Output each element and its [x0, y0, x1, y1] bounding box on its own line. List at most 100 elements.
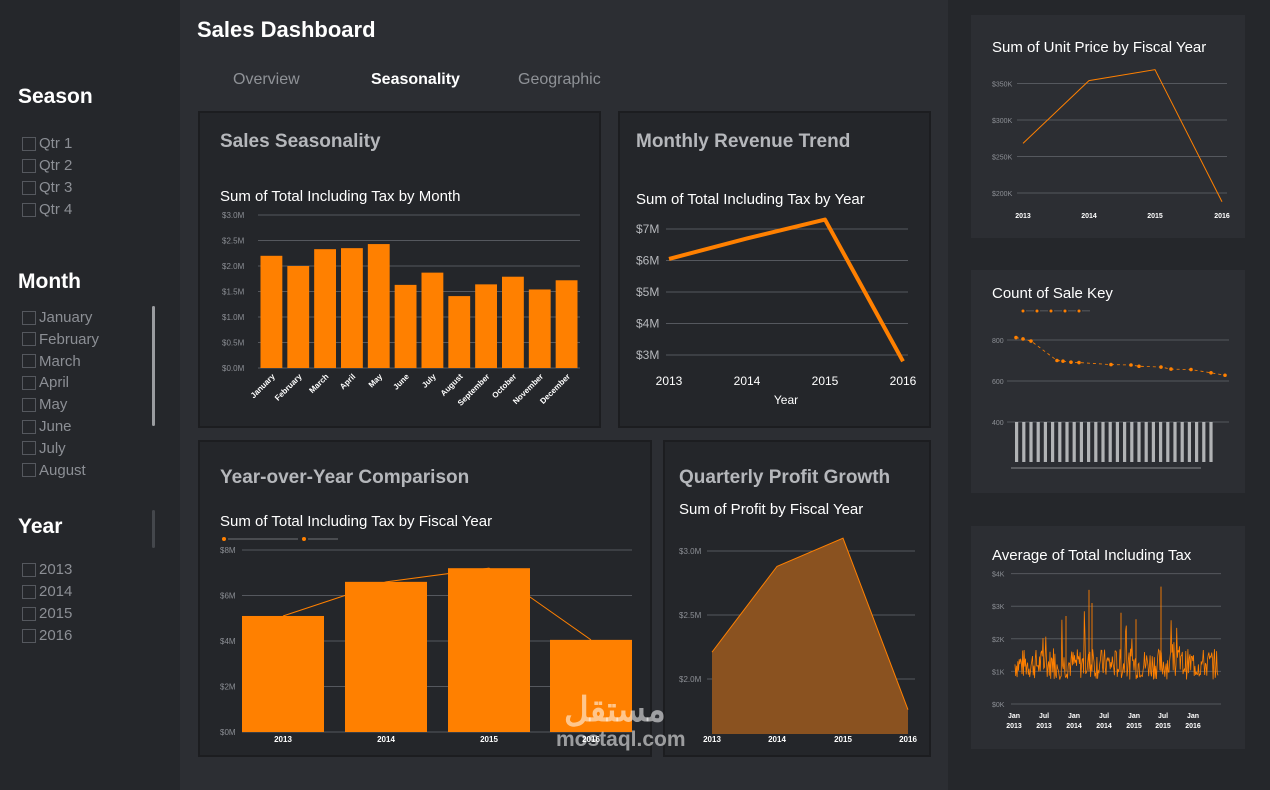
- x-tick-label-compressed: [1187, 422, 1191, 462]
- checkbox[interactable]: [22, 180, 36, 195]
- slicer-item-year[interactable]: 2016: [22, 627, 72, 644]
- slicer-item-month[interactable]: May: [22, 396, 67, 413]
- slicer-item-month[interactable]: August: [22, 462, 86, 479]
- data-point: [1077, 360, 1081, 365]
- slicer-item-month[interactable]: January: [22, 309, 92, 326]
- tab-seasonality[interactable]: Seasonality: [371, 71, 460, 88]
- series-line: [1022, 69, 1223, 202]
- seasonality-bar-chart[interactable]: $0.0M$0.5M$1.0M$1.5M$2.0M$2.5M$3.0MJanua…: [200, 113, 599, 426]
- checkbox[interactable]: [22, 136, 36, 151]
- slicer-item-season[interactable]: Qtr 1: [22, 135, 72, 152]
- checkbox[interactable]: [22, 562, 36, 577]
- checkbox[interactable]: [22, 606, 36, 621]
- y-tick-label: $2M: [220, 683, 236, 692]
- year-scrollbar[interactable]: [152, 510, 155, 548]
- yoy-bar-chart[interactable]: $0M $2M $4M $6M $8M 2013 2014 2015 2016: [200, 442, 650, 755]
- year-slicer-title: Year: [18, 515, 63, 538]
- checkbox[interactable]: [22, 158, 36, 173]
- checkbox[interactable]: [22, 463, 36, 478]
- y-tick-label: 600: [992, 379, 1004, 386]
- bar: [555, 280, 578, 368]
- slicer-item-year[interactable]: 2014: [22, 583, 72, 600]
- slicer-item-label: Qtr 2: [39, 157, 73, 174]
- slicer-item-season[interactable]: Qtr 2: [22, 157, 72, 174]
- chart-title: Sum of Unit Price by Fiscal Year: [992, 39, 1207, 56]
- checkbox[interactable]: [22, 441, 36, 456]
- x-tick-label: 2016: [1214, 213, 1230, 220]
- month-scrollbar[interactable]: [152, 306, 155, 426]
- data-point: [1029, 339, 1033, 343]
- slicer-item-month[interactable]: July: [22, 440, 66, 457]
- checkbox[interactable]: [22, 397, 36, 412]
- tab-geographic[interactable]: Geographic: [518, 71, 601, 88]
- y-tick-label: $2.5M: [679, 611, 702, 620]
- x-tick-label-compressed: [1029, 422, 1033, 462]
- slicer-item-label: July: [39, 439, 66, 457]
- monthly-line-chart[interactable]: $3M $4M $5M $6M $7M 2013 2014 2015 2016 Year: [620, 113, 929, 426]
- x-tick-label-compressed: [1108, 422, 1112, 462]
- count-sale-chart[interactable]: 400 600 800: [971, 270, 1245, 493]
- tab-overview[interactable]: Overview: [233, 71, 300, 88]
- x-tick-label: April: [338, 372, 357, 391]
- checkbox[interactable]: [22, 584, 36, 599]
- avg-total-line-chart[interactable]: $0K $1K $2K $3K $4K Jan 2013 Jul 2013 Jan 2014 Jul 2…: [971, 526, 1245, 749]
- chart-title: Sum of Total Including Tax by Year: [636, 191, 865, 208]
- x-tick-label-compressed: [1151, 422, 1155, 462]
- slicer-item-year[interactable]: 2013: [22, 561, 72, 578]
- quarterly-area-chart[interactable]: $3.0M $2.5M $2.0M 2013 2014 2015 2016: [665, 442, 929, 755]
- slicer-item-month[interactable]: February: [22, 331, 99, 348]
- slicer-item-label: February: [39, 330, 100, 348]
- checkbox[interactable]: [22, 375, 36, 390]
- legend-text-placeholder: [1026, 310, 1034, 312]
- bar: [345, 581, 427, 732]
- x-tick-label: 2013: [274, 735, 292, 744]
- slicer-item-season[interactable]: Qtr 3: [22, 179, 72, 196]
- slicer-item-season[interactable]: Qtr 4: [22, 201, 72, 218]
- panel-title: Sales Seasonality: [220, 131, 381, 152]
- data-point: [1137, 364, 1141, 369]
- panel-title: Year-over-Year Comparison: [220, 467, 470, 488]
- y-tick-label: 400: [992, 420, 1004, 427]
- y-tick-label: $4M: [220, 637, 236, 646]
- legend-text-placeholder: [1054, 310, 1062, 312]
- slicer-item-label: April: [39, 374, 70, 392]
- checkbox[interactable]: [22, 628, 36, 643]
- x-tick-label: 2015: [480, 735, 498, 744]
- y-tick-label: $6M: [220, 592, 236, 601]
- monthly-revenue-panel: Monthly Revenue Trend Sum of Total Inclu…: [618, 111, 931, 428]
- x-tick-label: 2014: [768, 735, 786, 744]
- slicer-item-label: Qtr 4: [39, 201, 73, 218]
- x-tick-label-compressed: [1115, 422, 1119, 462]
- y-tick-label: $1.0M: [222, 313, 245, 322]
- x-tick-label: 2016: [899, 735, 917, 744]
- x-tick-label: August: [439, 372, 465, 398]
- bar: [421, 272, 444, 368]
- checkbox[interactable]: [22, 332, 36, 347]
- y-tick-label: $300K: [992, 118, 1013, 125]
- legend-marker: [1021, 309, 1025, 313]
- checkbox[interactable]: [22, 354, 36, 369]
- slicer-item-month[interactable]: June: [22, 418, 72, 435]
- x-tick-label-compressed: [1173, 422, 1177, 462]
- slicer-item-month[interactable]: March: [22, 353, 81, 370]
- legend-marker: [1049, 309, 1053, 313]
- x-tick-label: 2013: [703, 735, 721, 744]
- slicer-item-year[interactable]: 2015: [22, 605, 72, 622]
- checkbox[interactable]: [22, 202, 36, 217]
- slicer-item-label: May: [39, 396, 68, 414]
- x-tick-label: 2015: [1126, 723, 1142, 730]
- legend-marker: [1063, 309, 1067, 313]
- x-tick-label: 2013: [656, 374, 683, 388]
- checkbox[interactable]: [22, 419, 36, 434]
- y-tick-label: $1K: [992, 669, 1005, 676]
- x-tick-label-compressed: [1180, 422, 1184, 462]
- legend-marker: [1077, 309, 1081, 313]
- x-tick-label: 2016: [1185, 723, 1201, 730]
- slicer-item-label: Qtr 1: [39, 135, 73, 152]
- x-tick-label-compressed: [1036, 422, 1040, 462]
- unit-price-line-chart[interactable]: $200K $250K $300K $350K 2013 2014 2015 2016: [971, 15, 1245, 238]
- watermark-logo: مستقل mostaql.com: [556, 692, 686, 752]
- slicer-item-label: 2014: [39, 583, 73, 600]
- slicer-item-month[interactable]: April: [22, 374, 69, 391]
- checkbox[interactable]: [22, 310, 36, 325]
